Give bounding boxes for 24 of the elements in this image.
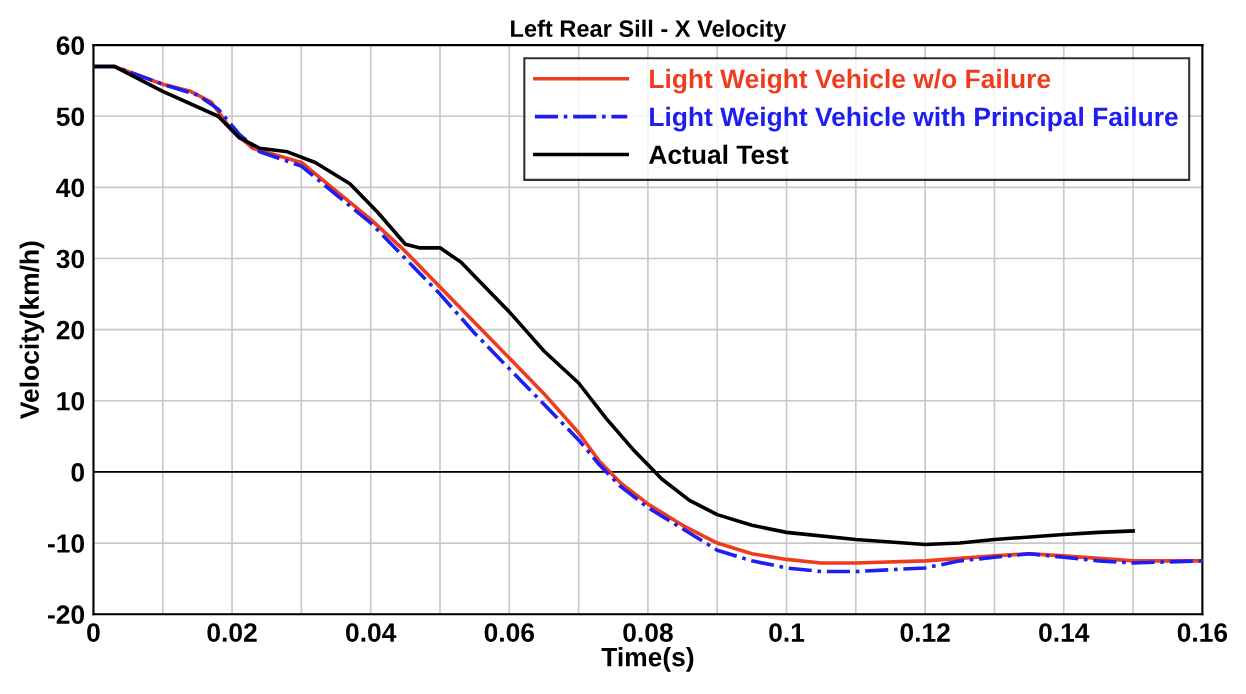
x-tick-label: 0.06 (484, 623, 535, 642)
legend-label: Actual Test (649, 144, 789, 165)
x-tick-label: 0 (87, 623, 100, 642)
y-tick-label: 40 (56, 178, 85, 198)
x-tick-label: 0.1 (769, 623, 805, 642)
y-tick-label: 60 (56, 36, 85, 55)
x-tick-label: 0.04 (346, 623, 397, 642)
y-tick-label: 30 (56, 249, 85, 269)
legend-label: Light Weight Vehicle with Principal Failure (650, 106, 1178, 132)
y-tick-label: 50 (56, 107, 85, 127)
x-tick-label: 0.12 (900, 623, 950, 642)
x-tick-label: 0.16 (1177, 623, 1228, 642)
y-tick-label: -10 (48, 534, 85, 553)
y-tick-label: 20 (56, 320, 85, 340)
x-tick-label: 0.02 (207, 623, 257, 642)
x-tick-label: 0.14 (1039, 623, 1090, 642)
x-tick-label: 0.08 (623, 623, 673, 642)
y-axis-title: Velocity(km/h) (19, 241, 45, 419)
y-tick-label: 10 (57, 391, 85, 411)
y-tick-label: 0 (71, 463, 85, 482)
legend-label: Light Weight Vehicle w/o Failure (650, 68, 1051, 94)
chart-title: Left Rear Sill - X Velocity (511, 19, 787, 42)
y-tick-label: -20 (48, 605, 85, 625)
x-axis-title: Time(s) (601, 647, 694, 672)
